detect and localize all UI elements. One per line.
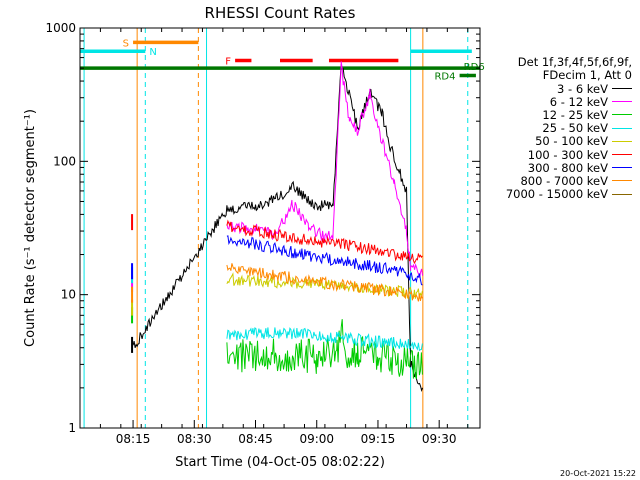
legend-label-6: 300 - 800 keV: [527, 160, 608, 175]
series-5-trace: [226, 219, 423, 265]
y-tick-label-2: 100: [53, 154, 76, 168]
legend-swatch-6: [612, 167, 632, 169]
series-2-trace: [226, 319, 423, 379]
series-0: [131, 64, 424, 393]
legend-header-line-2: FDecim 1, Att 0: [542, 68, 632, 82]
legend-item-0: 3 - 6 keV: [557, 81, 632, 96]
legend-swatch-1: [612, 101, 632, 103]
timestamp: 20-Oct-2021 15:22: [560, 469, 636, 478]
legend-item-8: 7000 - 15000 keV: [505, 187, 632, 202]
series-6: [131, 235, 423, 286]
legend-item-1: 6 - 12 keV: [549, 94, 632, 109]
legend-swatch-8: [612, 193, 632, 195]
series-4-trace: [226, 272, 423, 300]
legend-label-4: 50 - 100 keV: [535, 134, 608, 149]
flag-annotation-f: F: [225, 57, 231, 68]
series-3-trace: [226, 327, 423, 352]
legend-item-4: 50 - 100 keV: [535, 134, 632, 149]
x-axis-label: Start Time (04-Oct-05 08:02:22): [175, 455, 385, 470]
legend-label-5: 100 - 300 keV: [527, 147, 608, 162]
legend-label-0: 3 - 6 keV: [557, 81, 608, 96]
legend-item-2: 12 - 25 keV: [542, 107, 632, 122]
legend-label-3: 25 - 50 keV: [542, 121, 608, 136]
series-7-trace: [226, 263, 423, 302]
flag-annotation-rd6: RD6: [464, 62, 485, 73]
flag-annotation-s: S: [123, 38, 129, 49]
legend-item-7: 800 - 7000 keV: [520, 173, 632, 188]
legend-item-6: 300 - 800 keV: [527, 160, 632, 175]
series-0-trace: [132, 64, 424, 393]
chart-title: RHESSI Count Rates: [205, 4, 356, 22]
x-tick-label-1: 08:30: [177, 432, 212, 446]
series-1-trace: [226, 61, 424, 278]
legend-swatch-4: [612, 140, 632, 142]
legend-header-line-1: Det 1f,3f,4f,5f,6f,9f,: [517, 55, 632, 69]
y-axis-label: Count Rate (s⁻¹ detector segment⁻¹): [23, 109, 38, 347]
series-6-trace: [226, 235, 423, 286]
plot-frame: [79, 27, 481, 429]
legend-label-8: 7000 - 15000 keV: [505, 187, 608, 202]
series-7: [131, 263, 423, 303]
legend-swatch-2: [612, 114, 632, 116]
series-2: [131, 307, 423, 379]
x-tick-label-5: 09:30: [422, 432, 457, 446]
y-tick-label-1: 10: [61, 288, 76, 302]
legend-swatch-7: [612, 180, 632, 182]
series-5: [131, 214, 423, 265]
x-tick-label-2: 08:45: [238, 432, 273, 446]
flag-annotation-n: N: [149, 47, 156, 58]
y-tick-label-0: 1: [68, 421, 76, 435]
y-tick-label-3: 1000: [45, 21, 76, 35]
legend-swatch-5: [612, 154, 632, 155]
legend-label-1: 6 - 12 keV: [549, 94, 608, 109]
legend-label-2: 12 - 25 keV: [542, 107, 608, 122]
legend-label-7: 800 - 7000 keV: [520, 173, 608, 188]
legend-item-3: 25 - 50 keV: [542, 121, 632, 136]
legend-swatch-3: [612, 127, 632, 129]
x-tick-label-3: 09:00: [299, 432, 334, 446]
flag-annotation-rd4: RD4: [434, 72, 455, 83]
x-tick-label-0: 08:15: [116, 432, 151, 446]
series-1: [131, 61, 424, 293]
x-tick-label-4: 09:15: [361, 432, 396, 446]
legend-item-5: 100 - 300 keV: [527, 147, 632, 162]
legend-swatch-0: [612, 88, 632, 89]
